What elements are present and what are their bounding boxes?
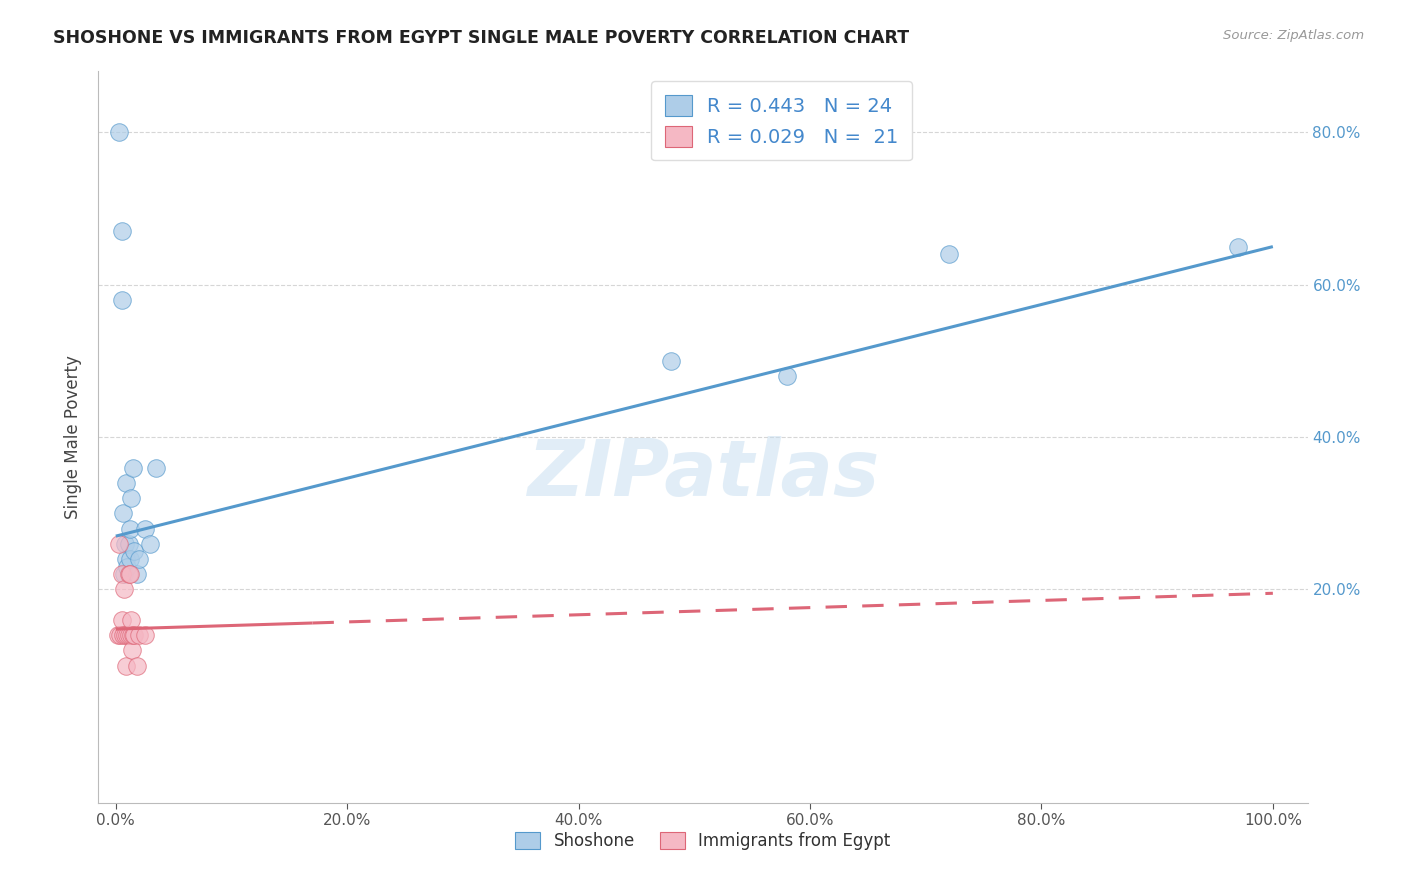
Point (118, 567, 141, 582)
Text: SHOSHONE VS IMMIGRANTS FROM EGYPT SINGLE MALE POVERTY CORRELATION CHART: SHOSHONE VS IMMIGRANTS FROM EGYPT SINGLE… (53, 29, 910, 46)
Point (128, 628, 150, 642)
Point (145, 460, 167, 475)
Point (108, 125, 131, 139)
Point (120, 613, 142, 627)
Point (776, 369, 799, 384)
Point (107, 628, 129, 642)
Point (117, 537, 139, 551)
Point (122, 628, 145, 642)
Point (118, 521, 141, 535)
Point (111, 506, 134, 520)
Point (117, 567, 139, 582)
Point (115, 475, 138, 490)
Point (117, 559, 139, 574)
Legend: Shoshone, Immigrants from Egypt: Shoshone, Immigrants from Egypt (509, 825, 897, 856)
Point (125, 567, 148, 582)
Point (117, 628, 139, 642)
Point (120, 491, 142, 505)
Point (110, 628, 132, 642)
Text: Source: ZipAtlas.com: Source: ZipAtlas.com (1223, 29, 1364, 42)
Point (122, 460, 145, 475)
Point (115, 658, 138, 673)
Point (659, 354, 682, 368)
Point (121, 643, 143, 657)
Point (112, 567, 135, 582)
Point (134, 628, 156, 642)
Point (124, 544, 146, 558)
Point (108, 537, 131, 551)
Point (111, 628, 134, 642)
Point (110, 224, 132, 238)
Point (110, 567, 132, 582)
Y-axis label: Single Male Poverty: Single Male Poverty (65, 355, 83, 519)
Point (128, 552, 150, 566)
Point (117, 628, 139, 642)
Point (114, 628, 136, 642)
Text: ZIPatlas: ZIPatlas (527, 435, 879, 512)
Point (120, 628, 142, 642)
Point (114, 537, 136, 551)
Point (125, 658, 148, 673)
Point (139, 537, 162, 551)
Point (124, 628, 146, 642)
Point (115, 552, 138, 566)
Point (118, 552, 141, 566)
Point (112, 582, 135, 597)
Point (110, 613, 132, 627)
Point (1227, 239, 1250, 253)
Point (938, 247, 960, 261)
Point (110, 293, 132, 307)
Point (134, 521, 156, 535)
